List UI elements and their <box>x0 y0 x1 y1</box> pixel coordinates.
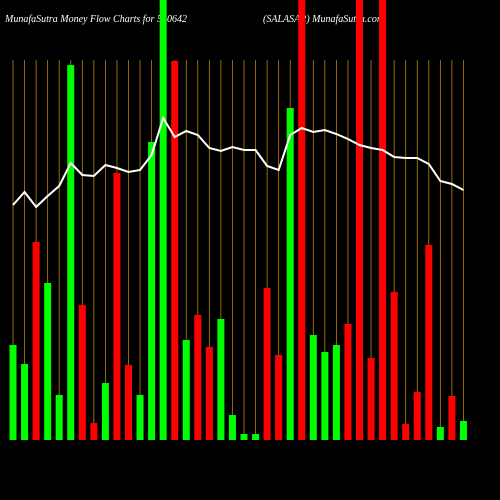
bar <box>459 421 467 440</box>
chart-subtitle: (SALASAR) MunafaSutra.com <box>263 14 384 25</box>
bar <box>171 61 179 440</box>
bar <box>344 324 352 440</box>
bar <box>263 288 271 440</box>
bar <box>275 355 283 440</box>
bar <box>402 424 410 440</box>
bar <box>136 395 144 440</box>
bar <box>44 283 52 440</box>
bar <box>159 0 167 440</box>
bar <box>436 427 444 440</box>
bar <box>148 142 156 440</box>
bar <box>367 358 375 440</box>
bar <box>55 395 63 440</box>
bar <box>194 315 202 440</box>
bar <box>101 383 109 440</box>
bar <box>90 423 98 440</box>
bar <box>321 352 329 440</box>
bar <box>21 364 29 440</box>
bar <box>298 0 306 440</box>
bar <box>217 319 225 440</box>
bar <box>182 340 190 440</box>
bar <box>448 396 456 440</box>
bar <box>425 245 433 440</box>
money-flow-line <box>12 115 464 209</box>
bar <box>413 392 421 440</box>
bar <box>252 434 260 440</box>
bar <box>228 415 236 440</box>
bar <box>78 305 86 440</box>
bar <box>113 173 121 440</box>
bar <box>205 347 213 440</box>
bar <box>332 345 340 440</box>
bar <box>125 365 132 440</box>
bar <box>32 242 40 440</box>
bar <box>309 335 317 440</box>
bar <box>379 0 387 440</box>
chart-title: MunafaSutra Money Flow Charts for 540642 <box>4 14 187 25</box>
bar <box>240 434 248 440</box>
bar <box>67 65 75 440</box>
bar <box>9 345 17 440</box>
bar <box>286 108 294 440</box>
bar <box>390 292 398 440</box>
bar <box>356 0 363 440</box>
